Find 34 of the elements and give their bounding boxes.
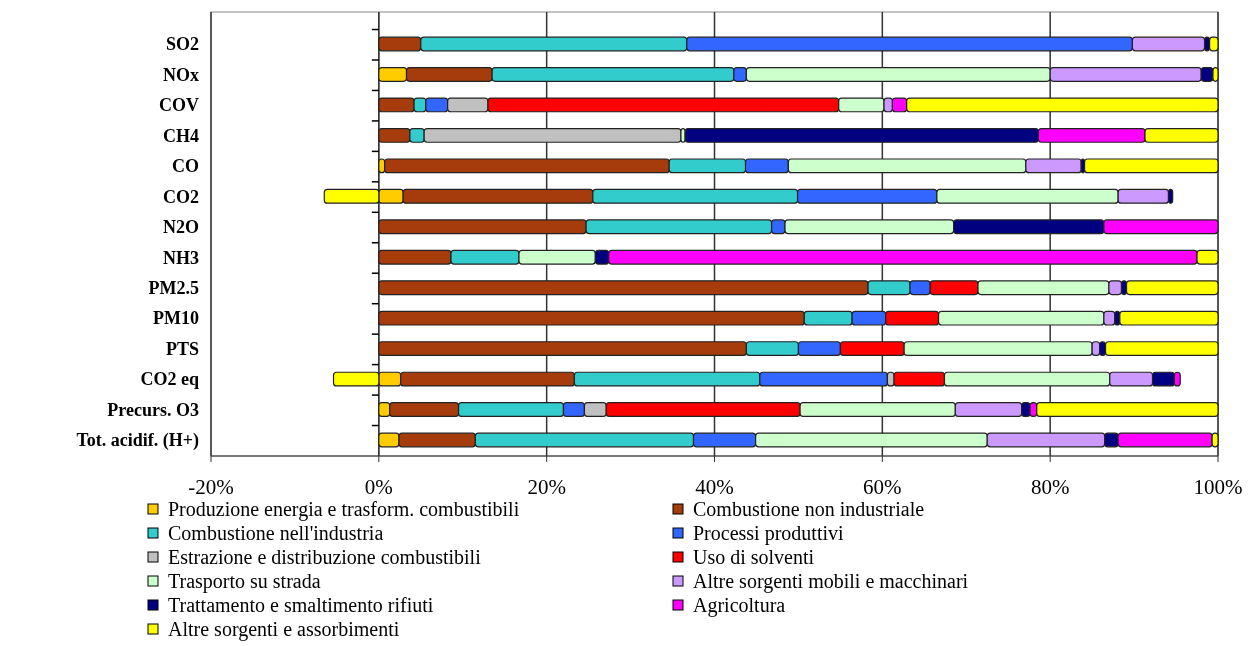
- y-tick-label: CO: [172, 156, 199, 177]
- y-tick-label: NH3: [163, 247, 199, 268]
- legend-label: Trasporto su strada: [168, 570, 321, 593]
- legend-label: Produzione energia e trasform. combustibili: [168, 498, 520, 521]
- x-tick-label: -20%: [188, 475, 234, 499]
- legend-label: Uso di solventi: [693, 546, 815, 568]
- x-tick-label: 20%: [527, 475, 566, 499]
- legend-label: Combustione nell'industria: [168, 522, 384, 544]
- x-tick-label: 80%: [1030, 475, 1070, 499]
- x-tick-label: 100%: [1193, 475, 1243, 499]
- y-tick-label: N2O: [163, 217, 199, 238]
- y-tick-label: CO2: [163, 186, 199, 207]
- y-tick-label: COV: [159, 95, 199, 116]
- y-tick-label: Precurs. O3: [107, 399, 199, 420]
- legend-label: Altre sorgenti e assorbimenti: [168, 618, 400, 641]
- y-tick-label: PM10: [153, 308, 199, 329]
- y-tick-label: CH4: [163, 125, 199, 146]
- y-tick-label: Tot. acidif. (H+): [76, 430, 199, 452]
- legend-label: Trattamento e smaltimento rifiuti: [168, 594, 434, 616]
- y-tick-label: SO2: [165, 34, 199, 55]
- legend-label: Combustione non industriale: [693, 498, 925, 520]
- x-tick-label: 0%: [364, 475, 393, 499]
- y-tick-label: PTS: [165, 338, 199, 359]
- bar: [1125, 280, 1219, 296]
- legend-label: Estrazione e distribuzione combustibili: [168, 546, 482, 568]
- y-tick-label: NOx: [163, 64, 199, 85]
- legend-label: Agricoltura: [693, 594, 786, 617]
- legend-label: Altre sorgenti mobili e macchinari: [693, 570, 969, 593]
- legend-label: Processi produttivi: [693, 522, 844, 545]
- x-tick-label: 60%: [863, 475, 902, 499]
- bar: [1083, 158, 1219, 174]
- x-tick-label: 40%: [695, 475, 734, 499]
- y-tick-label: CO2 eq: [140, 369, 199, 390]
- y-tick-label: PM2.5: [148, 277, 199, 298]
